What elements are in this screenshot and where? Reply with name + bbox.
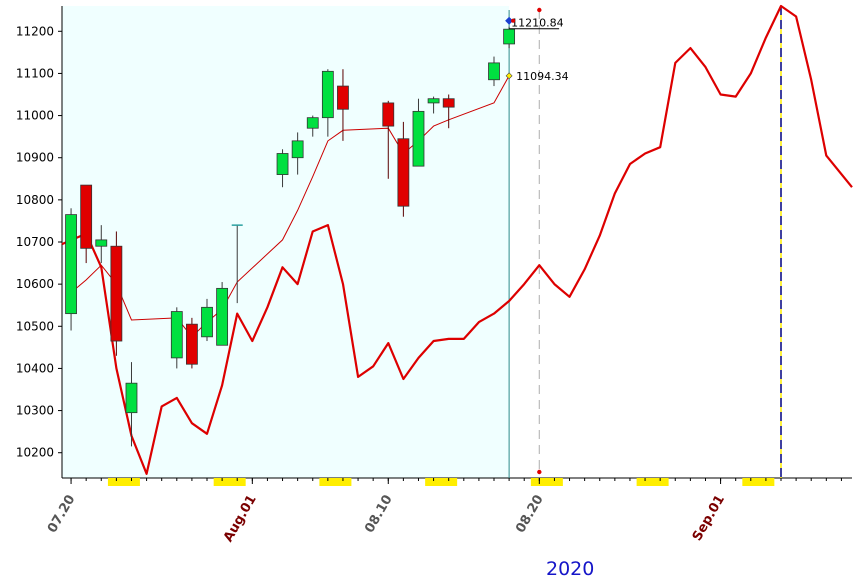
- candle: [186, 317, 198, 369]
- x-tick-label: 08.20: [513, 493, 547, 536]
- candle: [427, 96, 440, 114]
- y-tick-label: 10600: [16, 277, 54, 291]
- y-tick-label: 11100: [16, 66, 54, 80]
- candle-body: [186, 323, 198, 365]
- forecast-line-series: [61, 4, 853, 475]
- y-tick-label: 11200: [16, 24, 54, 38]
- candle-body: [170, 311, 183, 359]
- candle: [216, 282, 229, 346]
- candle-body: [216, 287, 229, 346]
- weekend-marker: [530, 478, 563, 486]
- high-marker: [505, 16, 514, 25]
- candle: [488, 56, 500, 87]
- candle: [201, 298, 213, 342]
- candle-body: [321, 70, 334, 119]
- candle-body: [397, 138, 410, 207]
- candle-body: [427, 98, 440, 104]
- moving-average-value-label: 11094.34: [516, 70, 569, 83]
- candle: [65, 208, 77, 331]
- candle: [231, 224, 243, 304]
- x-tick-label: 07.20: [45, 493, 79, 536]
- candle-body: [65, 214, 77, 315]
- high-marker-dot: [511, 18, 516, 23]
- candle-body: [95, 239, 108, 247]
- y-tick-label: 11000: [16, 109, 54, 123]
- candle-body: [412, 110, 425, 167]
- candle: [276, 149, 289, 188]
- moving-average-series: [70, 75, 510, 338]
- year-label: 2020: [546, 558, 595, 580]
- x-tick-label: 08.10: [362, 493, 396, 536]
- weekend-marker: [636, 478, 669, 486]
- candle: [110, 231, 123, 356]
- candle-body: [337, 85, 349, 110]
- x-axis-ticks: 07.20 Aug.01 08.10 08.20 Sep.01: [45, 478, 842, 545]
- weekend-marker: [425, 478, 458, 486]
- cursor-bottom-dot: [537, 469, 542, 475]
- candle: [382, 100, 395, 179]
- reference-lines: [508, 6, 782, 478]
- candle: [412, 98, 425, 167]
- weekend-marker: [107, 478, 140, 486]
- candle: [321, 69, 334, 137]
- high-value-label: 11210.84: [511, 17, 563, 30]
- y-tick-label: 10900: [16, 151, 54, 165]
- candle-body: [125, 382, 138, 414]
- weekend-marker: [213, 478, 246, 486]
- candle-body: [201, 306, 213, 338]
- y-axis-ticks: 10200 10300 10400 10500 10600 10700 10800 10900…: [16, 24, 62, 460]
- candle: [80, 184, 93, 264]
- forecast-line: [61, 4, 853, 475]
- x-tick-label: Aug.01: [221, 493, 260, 545]
- candle-body: [110, 245, 123, 342]
- y-tick-label: 10700: [16, 235, 54, 249]
- y-tick-label: 10300: [16, 404, 54, 418]
- candle-body: [276, 153, 289, 175]
- ma-marker: [505, 72, 513, 80]
- candle-body: [488, 62, 500, 81]
- weekend-marker: [742, 478, 775, 486]
- y-tick-label: 10800: [16, 193, 54, 207]
- candle-body: [442, 98, 455, 108]
- candle: [442, 94, 455, 129]
- cursor-top-dot: [537, 7, 542, 13]
- candle-body: [306, 117, 319, 129]
- y-tick-label: 10400: [16, 361, 54, 375]
- candle-body: [382, 102, 395, 127]
- candle: [397, 121, 410, 217]
- weekend-marker: [319, 478, 352, 486]
- y-tick-label: 10500: [16, 319, 54, 333]
- candle-body: [291, 140, 304, 159]
- candle: [125, 362, 138, 447]
- y-tick-label: 10200: [16, 446, 54, 460]
- candle: [291, 132, 304, 175]
- x-tick-label: Sep.01: [690, 493, 728, 544]
- candle-body: [80, 184, 93, 249]
- candle: [337, 69, 349, 141]
- candle-body: [503, 28, 516, 45]
- value-annotations: 11210.84 11094.34: [505, 16, 569, 83]
- candle: [170, 307, 183, 369]
- candlestick-series: [65, 26, 516, 447]
- candle: [306, 115, 319, 137]
- weekend-markers: [107, 478, 775, 486]
- moving-average-line: [70, 75, 510, 338]
- candle: [95, 225, 108, 264]
